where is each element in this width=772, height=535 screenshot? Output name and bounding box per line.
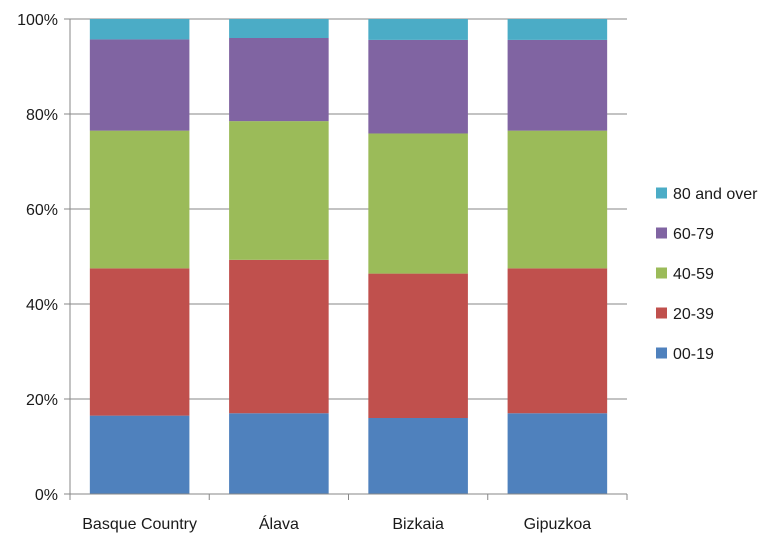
bar-segment <box>507 130 608 269</box>
legend-label: 40-59 <box>673 266 714 283</box>
legend-swatch <box>656 347 667 359</box>
bar-segment <box>507 413 608 494</box>
legend-label: 00-19 <box>673 346 714 363</box>
x-tick-label: Bizkaia <box>392 516 444 533</box>
x-tick-labels: Basque Country Álava Bizkaia Gipuzkoa <box>82 514 591 533</box>
bar-segment <box>229 38 329 122</box>
legend-swatch <box>656 187 667 199</box>
bar-segment <box>507 39 608 131</box>
bar-segment <box>507 268 608 414</box>
bar-segment <box>368 133 468 274</box>
bar-segment <box>507 19 608 40</box>
legend-label: 20-39 <box>673 306 714 323</box>
bar-segment <box>229 413 329 494</box>
x-tick-label: Gipuzkoa <box>524 516 592 533</box>
bar-segment <box>368 39 468 134</box>
bar-segment <box>89 19 190 40</box>
y-tick-label: 100% <box>17 12 58 29</box>
bars <box>89 19 608 494</box>
bar-segment <box>368 418 468 494</box>
legend-item: 20-39 <box>656 306 714 323</box>
axes <box>64 18 628 500</box>
bar-segment <box>89 268 190 416</box>
legend-item: 60-79 <box>656 226 714 243</box>
bar-segment <box>89 415 190 494</box>
y-tick-label: 0% <box>35 487 58 504</box>
y-tick-label: 40% <box>26 297 58 314</box>
y-tick-labels: 0% 20% 40% 60% 80% 100% <box>17 12 58 504</box>
bar-segment <box>368 273 468 418</box>
legend-item: 00-19 <box>656 346 714 363</box>
y-tick-label: 80% <box>26 107 58 124</box>
y-tick-label: 60% <box>26 202 58 219</box>
legend-label: 60-79 <box>673 226 714 243</box>
x-tick-label: Basque Country <box>82 516 197 533</box>
legend-item: 80 and over <box>656 186 758 203</box>
x-tick-label: Álava <box>259 514 299 533</box>
legend-swatch <box>656 227 667 239</box>
bar-segment <box>229 259 329 414</box>
bar-segment <box>229 121 329 260</box>
legend-swatch <box>656 267 667 279</box>
bar-segment <box>89 130 190 269</box>
y-tick-label: 20% <box>26 392 58 409</box>
legend: 80 and over 60-79 40-59 20-39 00-19 <box>656 186 758 363</box>
bar-segment <box>229 19 329 38</box>
bar-segment <box>368 19 468 40</box>
bar-segment <box>89 39 190 131</box>
legend-label: 80 and over <box>673 186 758 203</box>
legend-swatch <box>656 307 667 319</box>
legend-item: 40-59 <box>656 266 714 283</box>
